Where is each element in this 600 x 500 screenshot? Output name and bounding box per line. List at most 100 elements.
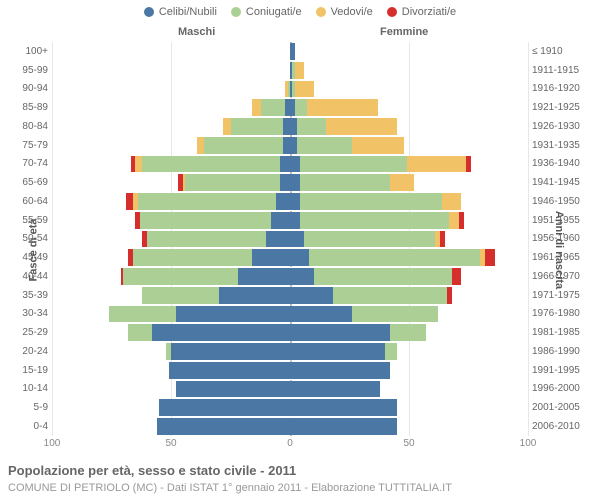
segment-celibi — [290, 43, 295, 60]
male-bar — [52, 249, 290, 266]
female-bar — [290, 324, 528, 341]
male-bar — [52, 193, 290, 210]
male-bar — [52, 399, 290, 416]
male-bar — [52, 268, 290, 285]
age-label: 30-34 — [8, 308, 48, 319]
age-label: 90-94 — [8, 83, 48, 94]
age-row: 40-441966-1970 — [52, 267, 528, 286]
segment-celibi — [271, 212, 290, 229]
segment-divorziati — [485, 249, 495, 266]
female-bar — [290, 343, 528, 360]
male-bar — [52, 62, 290, 79]
segment-celibi — [290, 306, 352, 323]
legend: Celibi/NubiliConiugati/eVedovi/eDivorzia… — [0, 0, 600, 22]
segment-celibi — [157, 418, 290, 435]
female-bar — [290, 268, 528, 285]
segment-celibi — [290, 343, 385, 360]
male-bar — [52, 81, 290, 98]
age-label: 80-84 — [8, 121, 48, 132]
segment-vedovi — [449, 212, 459, 229]
segment-celibi — [290, 118, 297, 135]
age-label: 95-99 — [8, 65, 48, 76]
female-bar — [290, 193, 528, 210]
female-bar — [290, 287, 528, 304]
x-tick: 50 — [165, 438, 176, 449]
segment-coniugati — [333, 287, 447, 304]
male-bar — [52, 174, 290, 191]
age-row: 0-42006-2010 — [52, 417, 528, 436]
segment-divorziati — [459, 212, 464, 229]
male-bar — [52, 343, 290, 360]
birth-year-label: 1986-1990 — [532, 346, 594, 357]
female-bar — [290, 81, 528, 98]
female-bar — [290, 399, 528, 416]
segment-coniugati — [304, 231, 435, 248]
age-row: 50-541956-1960 — [52, 230, 528, 249]
segment-celibi — [252, 249, 290, 266]
birth-year-label: 1946-1950 — [532, 196, 594, 207]
x-tick: 0 — [287, 438, 293, 449]
birth-year-label: 1976-1980 — [532, 308, 594, 319]
segment-celibi — [290, 324, 390, 341]
male-bar — [52, 99, 290, 116]
age-label: 35-39 — [8, 290, 48, 301]
legend-swatch-icon — [387, 7, 397, 17]
segment-vedovi — [295, 62, 305, 79]
age-row: 60-641946-1950 — [52, 192, 528, 211]
age-row: 55-591951-1955 — [52, 211, 528, 230]
segment-vedovi — [252, 99, 262, 116]
chart-title: Popolazione per età, sesso e stato civil… — [8, 463, 296, 478]
segment-vedovi — [407, 156, 467, 173]
birth-year-label: 1966-1970 — [532, 271, 594, 282]
age-label: 5-9 — [8, 402, 48, 413]
x-tick: 100 — [44, 438, 61, 449]
segment-celibi — [290, 249, 309, 266]
birth-year-label: ≤ 1910 — [532, 46, 594, 57]
birth-year-label: 1926-1930 — [532, 121, 594, 132]
birth-year-label: 1961-1965 — [532, 252, 594, 263]
segment-celibi — [176, 306, 290, 323]
segment-coniugati — [142, 156, 280, 173]
female-bar — [290, 62, 528, 79]
legend-label: Divorziati/e — [402, 6, 456, 18]
legend-item: Vedovi/e — [316, 6, 373, 18]
segment-celibi — [290, 193, 300, 210]
birth-year-label: 1941-1945 — [532, 177, 594, 188]
male-bar — [52, 137, 290, 154]
segment-divorziati — [126, 193, 133, 210]
age-label: 0-4 — [8, 421, 48, 432]
segment-vedovi — [307, 99, 378, 116]
birth-year-label: 2006-2010 — [532, 421, 594, 432]
segment-vedovi — [326, 118, 397, 135]
segment-coniugati — [123, 268, 237, 285]
age-row: 75-791931-1935 — [52, 136, 528, 155]
legend-item: Divorziati/e — [387, 6, 456, 18]
segment-coniugati — [309, 249, 480, 266]
legend-label: Vedovi/e — [331, 6, 373, 18]
age-label: 100+ — [8, 46, 48, 57]
segment-coniugati — [128, 324, 152, 341]
legend-label: Celibi/Nubili — [159, 6, 217, 18]
age-row: 10-141996-2000 — [52, 380, 528, 399]
segment-coniugati — [140, 212, 271, 229]
segment-celibi — [152, 324, 290, 341]
male-bar — [52, 118, 290, 135]
female-bar — [290, 381, 528, 398]
segment-celibi — [290, 287, 333, 304]
segment-vedovi — [295, 81, 314, 98]
x-tick: 100 — [520, 438, 537, 449]
age-label: 75-79 — [8, 140, 48, 151]
age-row: 30-341976-1980 — [52, 305, 528, 324]
segment-celibi — [290, 362, 390, 379]
female-bar — [290, 362, 528, 379]
segment-coniugati — [295, 99, 307, 116]
segment-coniugati — [231, 118, 283, 135]
age-row: 15-191991-1995 — [52, 361, 528, 380]
age-row: 5-92001-2005 — [52, 398, 528, 417]
male-bar — [52, 381, 290, 398]
segment-coniugati — [133, 249, 252, 266]
x-axis: 10050050100 — [52, 438, 528, 452]
segment-vedovi — [197, 137, 204, 154]
chart-subtitle: COMUNE DI PETRIOLO (MC) - Dati ISTAT 1° … — [8, 482, 452, 494]
female-bar — [290, 174, 528, 191]
